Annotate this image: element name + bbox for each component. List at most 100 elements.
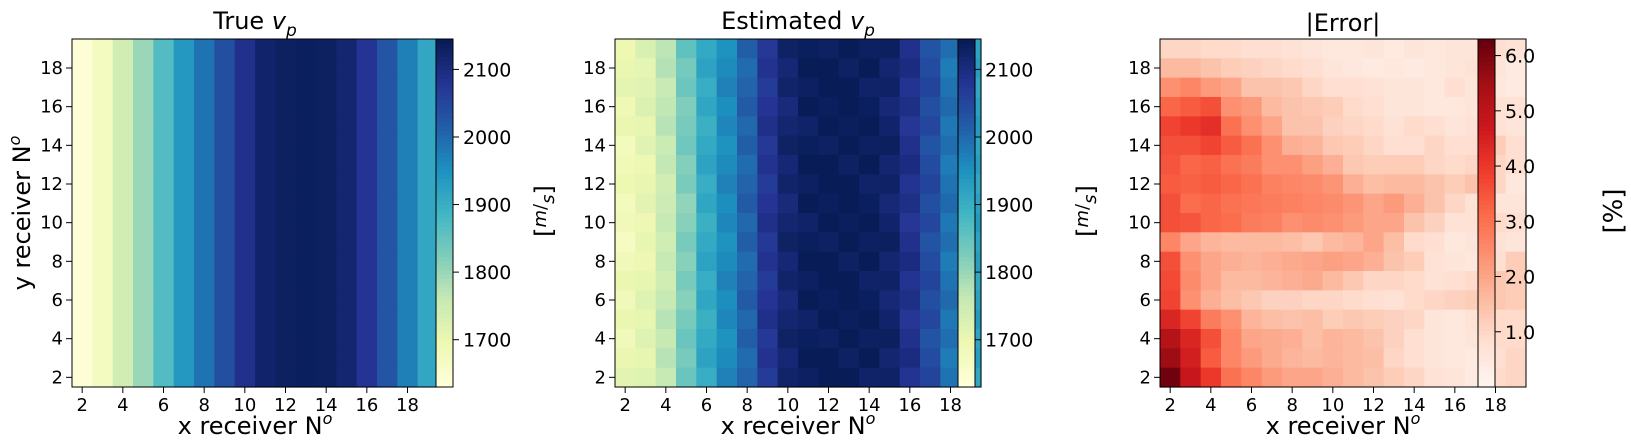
heatmap-cell [818, 193, 840, 214]
heatmap-cell [777, 77, 799, 98]
heatmap-cell [234, 367, 256, 388]
heatmap-cell [234, 193, 256, 214]
colorbar-band [958, 282, 975, 288]
heatmap-cell [1160, 329, 1181, 349]
heatmap-cell [879, 116, 901, 137]
heatmap-cell [676, 290, 697, 311]
heatmap-cell [173, 367, 195, 388]
colorbar-band [958, 152, 975, 158]
colorbar-band [958, 256, 975, 262]
colorbar-band [1478, 86, 1495, 92]
heatmap-cell [275, 155, 297, 175]
colorbar-band [958, 330, 975, 336]
heatmap-cell [234, 213, 256, 233]
y-ticks: 2 4 6 8 10 12 14 16 18 [1128, 58, 1160, 388]
heatmap-cell [1180, 155, 1202, 175]
heatmap-cell [1221, 174, 1242, 195]
heatmap-cell [899, 271, 921, 291]
heatmap-cell [336, 58, 358, 79]
heatmap-cell [336, 329, 358, 349]
colorbar-tick-label: 3.0 [1505, 211, 1535, 233]
heatmap-cell [92, 135, 114, 156]
heatmap-cell [255, 155, 276, 175]
colorbar-band [958, 56, 975, 62]
heatmap-cell [1505, 155, 1527, 175]
heatmap-cell [397, 174, 419, 195]
x-tick-label: 8 [198, 395, 209, 416]
colorbar-tick-label: 6.0 [1505, 46, 1535, 68]
x-tick-label: 14 [858, 395, 881, 416]
colorbar-band [958, 82, 975, 88]
colorbar-band [436, 160, 453, 166]
heatmap-cell [417, 232, 439, 253]
heatmap-cell [1343, 77, 1364, 98]
colorbar-band [436, 273, 453, 279]
heatmap-cell [1383, 116, 1405, 137]
heatmap-cell [859, 116, 880, 137]
y-tick-label: 8 [52, 251, 63, 272]
heatmap-cell [356, 348, 378, 369]
colorbar-band [436, 243, 453, 249]
heatmap-cell [173, 251, 195, 272]
heatmap-cell [356, 213, 378, 233]
heatmap-cell [417, 348, 439, 369]
heatmap-cell [397, 367, 419, 388]
colorbar-band [1478, 304, 1495, 310]
heatmap-cell [112, 193, 134, 214]
colorbar-band [436, 156, 453, 162]
heatmap-cell [1180, 213, 1202, 233]
heatmap-cell [1322, 58, 1344, 79]
heatmap-cell [194, 232, 215, 253]
colorbar-band [958, 334, 975, 340]
heatmap-cell [1383, 58, 1405, 79]
heatmap-cell [1160, 97, 1181, 117]
colorbar-band [436, 230, 453, 236]
colorbar-band [1478, 104, 1495, 110]
heatmap-cell [214, 174, 236, 195]
colorbar-band [958, 169, 975, 175]
y-axis-label: y receiver No [5, 135, 36, 290]
colorbar-band [958, 347, 975, 353]
heatmap-cell [1404, 290, 1425, 311]
colorbar-band [436, 186, 453, 192]
heatmap-cell [1363, 251, 1385, 272]
colorbar-band [958, 365, 975, 371]
colorbar-band [436, 121, 453, 127]
heatmap-cell [615, 77, 636, 98]
heatmap-cell [92, 193, 114, 214]
colorbar-band [1478, 378, 1495, 384]
colorbar-band [958, 378, 975, 384]
heatmap-cell [838, 329, 860, 349]
heatmap-cell [1505, 77, 1527, 98]
colorbar-label: [m/s] [1072, 185, 1101, 237]
heatmap-cell [1363, 271, 1385, 291]
heatmap-cell [655, 329, 677, 349]
heatmap-cell [133, 348, 154, 369]
heatmap-cell [1363, 309, 1385, 330]
heatmap-cell [1505, 116, 1527, 137]
heatmap-cell [1404, 135, 1425, 156]
colorbar-band [1478, 156, 1495, 162]
heatmap-cell [234, 116, 256, 137]
heatmap-cell [879, 271, 901, 291]
heatmap-cell [1221, 271, 1242, 291]
heatmap-cell [133, 329, 154, 349]
heatmap-cell [153, 251, 175, 272]
heatmap-cell [295, 155, 317, 175]
heatmap-cell [1322, 77, 1344, 98]
heatmap-cell [153, 329, 175, 349]
x-tick-label: 14 [315, 395, 338, 416]
colorbar-band [1478, 360, 1495, 366]
heatmap-cell [716, 329, 738, 349]
heatmap-cell [92, 213, 114, 233]
heatmap-cell [940, 97, 962, 117]
colorbar-tick-label: 1800 [985, 262, 1033, 284]
heatmap-cell [377, 58, 398, 79]
heatmap-cell [1160, 290, 1181, 311]
colorbar-band [1478, 291, 1495, 297]
x-ticks: 2 4 6 8 10 12 14 16 18 [619, 387, 962, 416]
x-axis-label: x receiver No [721, 409, 876, 440]
heatmap-cell [255, 58, 276, 79]
colorbar-band [958, 326, 975, 332]
heatmap-cell [1404, 174, 1425, 195]
